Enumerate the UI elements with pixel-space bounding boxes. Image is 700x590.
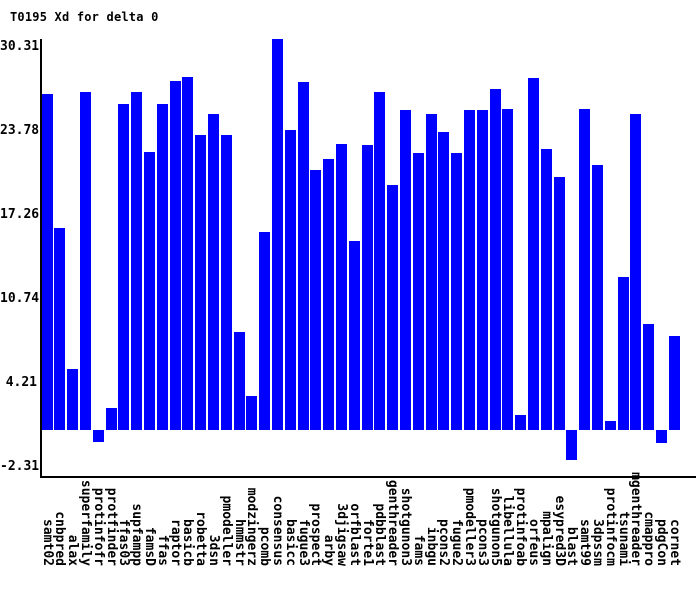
bar-prospect <box>310 169 322 430</box>
bar-protfinder <box>105 408 117 430</box>
y-axis-tick-label: 10.74 <box>0 291 40 307</box>
bar-3djigsaw <box>335 143 347 430</box>
x-axis-label-protinfofr: protinfofr <box>90 487 106 566</box>
bar-mgenthreader <box>630 114 642 430</box>
bar-libellula <box>502 109 514 430</box>
bar-blast <box>566 430 578 460</box>
bar-modzingerz <box>246 396 258 430</box>
x-axis-label-pmodeller3: pmodeller3 <box>461 487 477 566</box>
y-axis-tick-label: 30.31 <box>0 38 40 54</box>
x-axis-label-cornet: cornet <box>666 519 682 566</box>
x-axis-label-pmodeller: pmodeller <box>218 495 234 566</box>
bar-genthreader <box>387 185 399 430</box>
y-axis-line <box>40 39 42 478</box>
bar-consensus <box>271 39 283 430</box>
bar-3dsn <box>207 114 219 430</box>
bar-ffas03 <box>118 103 130 430</box>
x-axis-label-ffas: ffas <box>154 534 170 566</box>
x-axis-label-basicc: basicc <box>282 519 298 566</box>
bar-orfblast <box>348 240 360 430</box>
bar-cmappro <box>643 324 655 430</box>
bar-samt02 <box>41 93 53 430</box>
x-axis-label-superfamily: superfamily <box>77 479 93 566</box>
x-axis-label-shotgunon3: shotgunon3 <box>397 487 413 566</box>
bar-inbgu <box>425 114 437 430</box>
bar-cornet <box>668 335 680 430</box>
y-axis-tick-label: 23.78 <box>0 123 40 139</box>
x-axis-label-famsD: famsD <box>141 526 157 566</box>
bar-orfeus <box>527 78 539 430</box>
bar-pmodeller3 <box>463 110 475 430</box>
bar-tsunami <box>617 276 629 430</box>
x-axis-label-pdgCon: pdgCon <box>653 519 669 566</box>
bar-raptor <box>169 80 181 430</box>
bar-3dpssm <box>591 164 603 430</box>
bar-basicb <box>182 76 194 430</box>
x-axis-label-consensus: consensus <box>269 495 285 566</box>
bar-hmmstr <box>233 332 245 430</box>
bar-superfamily <box>79 92 91 430</box>
bar-forte1 <box>361 145 373 430</box>
bar-mpalign <box>540 149 552 430</box>
bar-pcons2 <box>438 132 450 430</box>
bar-supfampp <box>131 92 143 430</box>
x-axis-label-3dpssm: 3dpssm <box>589 519 605 566</box>
x-axis-label-3dsn: 3dsn <box>205 534 221 566</box>
x-axis-label-orfeus: orfeus <box>525 519 541 566</box>
bar-cnbpred <box>54 227 66 430</box>
chart-title: T0195 Xd for delta 0 <box>10 10 159 24</box>
bar-pdgCon <box>655 430 667 443</box>
bar-pmodeller <box>220 134 232 430</box>
y-axis-tick-label: 17.26 <box>0 207 40 223</box>
x-axis-label-orfblast: orfblast <box>346 503 362 566</box>
bar-fugue2 <box>451 152 463 430</box>
x-axis-label-mpalign: mpalign <box>538 511 554 566</box>
x-axis-label-3djigsaw: 3djigsaw <box>333 503 349 566</box>
y-axis-tick-label: -2.31 <box>0 459 40 475</box>
bar-pcons3 <box>476 110 488 430</box>
bar-arby <box>323 159 335 430</box>
bar-robetta <box>195 134 207 430</box>
bar-fams <box>412 152 424 430</box>
x-axis-label-protinfocm: protinfocm <box>602 487 618 566</box>
bar-fugue3 <box>297 82 309 430</box>
bar-pcomb <box>259 231 271 430</box>
bar-protinfoab <box>515 414 527 430</box>
bar-protinfofr <box>92 430 104 442</box>
bar-shotgunon3 <box>399 110 411 430</box>
y-axis-tick-label: 4.21 <box>5 375 37 391</box>
x-axis-label-fams: fams <box>410 534 426 566</box>
bar-pdbblast <box>374 92 386 430</box>
bar-shotgunon5 <box>489 88 501 430</box>
bar-samt99 <box>579 109 591 430</box>
bar-ffas <box>156 103 168 430</box>
bar-alax <box>67 369 79 430</box>
bar-protinfocm <box>604 420 616 430</box>
bar-famsD <box>143 151 155 430</box>
bar-basicc <box>284 129 296 430</box>
x-axis-label-pcons3: pcons3 <box>474 519 490 566</box>
x-axis-line <box>40 476 696 478</box>
bar-esypred3D <box>553 177 565 430</box>
